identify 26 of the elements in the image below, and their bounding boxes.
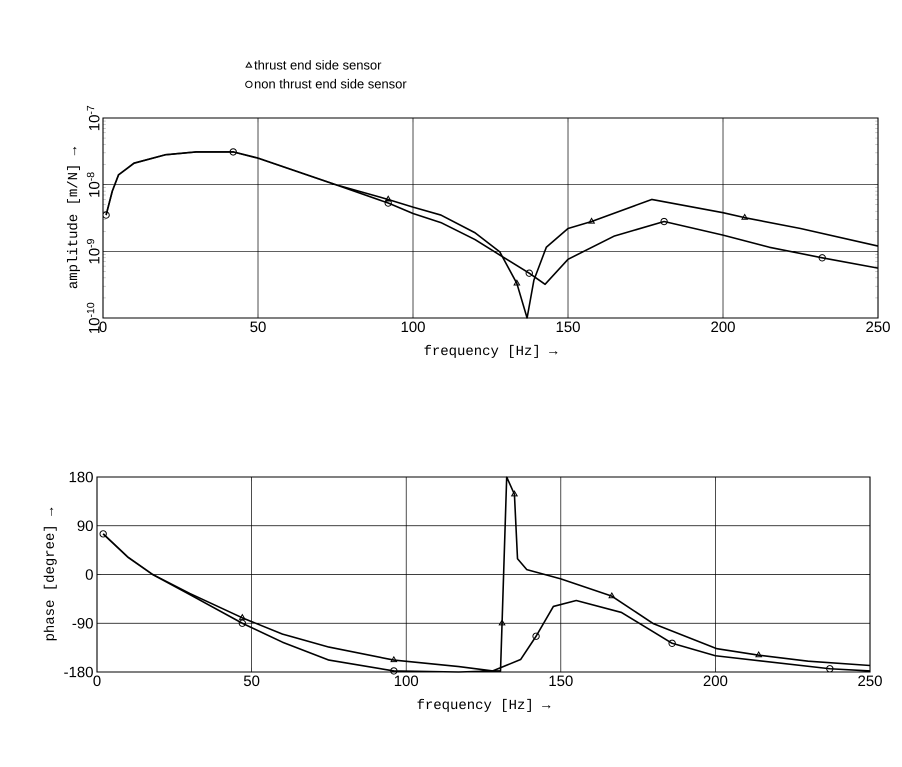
legend-label: non thrust end side sensor [254,78,406,88]
x-tick-label: 250 [866,322,890,332]
y-tick-label: 10$^{-8}$ [86,172,100,197]
x-tick-label: 100 [394,676,418,686]
y-tick-label: 10$^{-10}$ [86,302,100,333]
y-tick-label: -90 [72,618,93,629]
x-axis-title: frequency [Hz] → [424,344,558,358]
x-tick-label: 0 [99,322,107,332]
y-tick-label: -180 [64,666,93,678]
x-tick-label: 250 [858,676,882,686]
x-tick-label: 200 [704,676,728,686]
x-tick-label: 200 [711,322,735,332]
y-tick-label: 10$^{-9}$ [86,239,100,264]
y-tick-label: 180 [70,472,93,482]
x-tick-label: 50 [244,676,260,686]
legend-label: thrust end side sensor [254,60,382,70]
y-axis-title: phase [degree] → [44,508,57,640]
x-axis-title: frequency [Hz] → [417,698,550,712]
y-tick-label: 10$^{-7}$ [86,106,100,130]
y-tick-label: 90 [78,520,93,532]
x-tick-label: 100 [402,322,425,332]
x-tick-label: 50 [250,322,266,332]
y-tick-label: 0 [86,569,93,580]
y-axis-title: amplitude [m/N] → [66,146,80,288]
x-tick-label: 150 [556,322,580,332]
x-tick-label: 150 [549,676,573,686]
